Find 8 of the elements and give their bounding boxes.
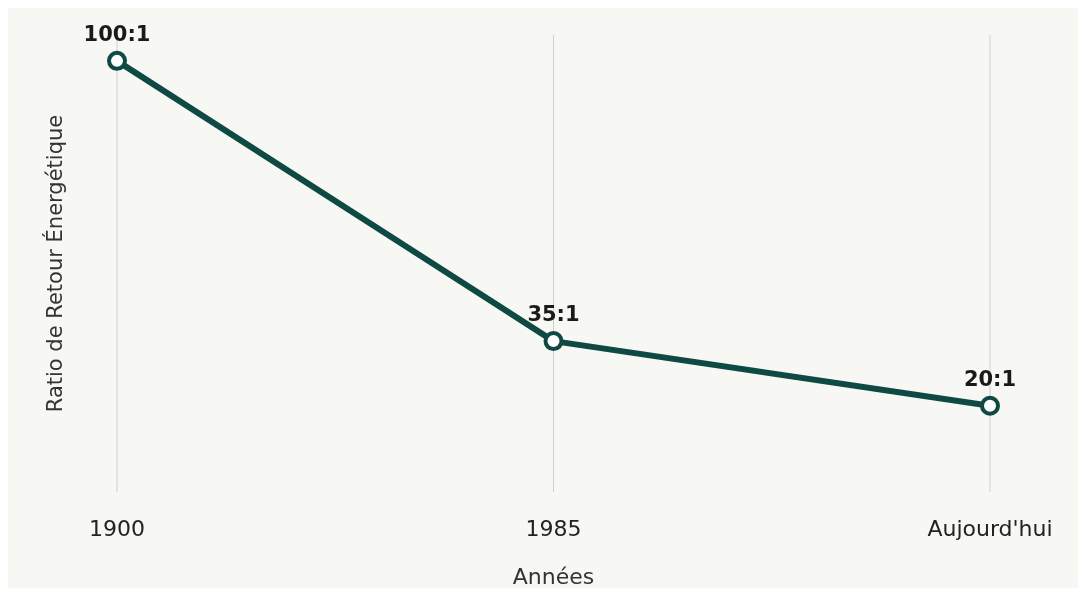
x-tick-label: 1985 <box>525 515 582 541</box>
data-label: 100:1 <box>83 21 151 46</box>
y-axis-title: Ratio de Retour Énergétique <box>42 114 68 413</box>
x-tick-label: Aujourd'hui <box>927 515 1053 541</box>
x-tick-label: 1900 <box>89 515 145 541</box>
data-label: 35:1 <box>527 302 580 327</box>
x-axis-title: Années <box>512 564 595 589</box>
data-label: 20:1 <box>963 366 1017 391</box>
